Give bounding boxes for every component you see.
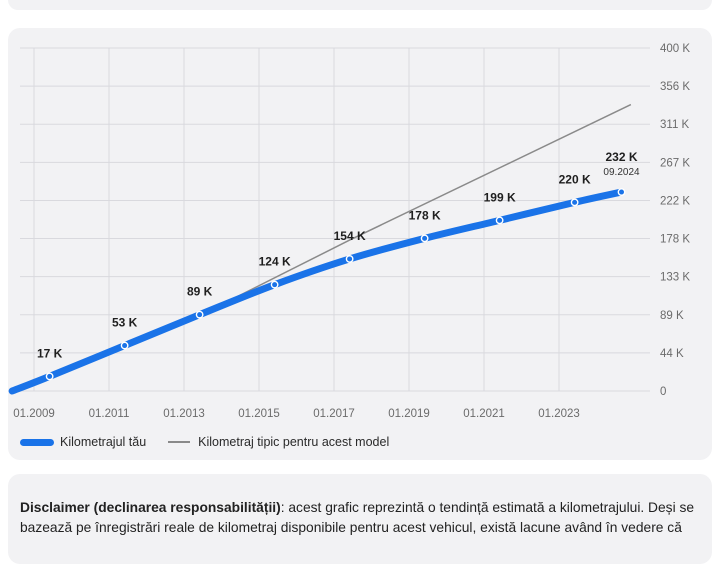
y-tick-label: 44 K <box>660 348 684 360</box>
top-card <box>8 0 712 10</box>
legend-swatch-typical-mileage <box>168 441 191 443</box>
x-tick-label: 01.2011 <box>89 408 130 420</box>
x-tick-label: 01.2019 <box>388 408 430 420</box>
legend-item-your-mileage: Kilometrajul tău <box>20 435 146 449</box>
x-tick-label: 01.2021 <box>463 408 505 420</box>
legend-swatch-your-mileage <box>20 438 54 446</box>
data-label: 89 K <box>187 285 213 299</box>
legend-label-your-mileage: Kilometrajul tău <box>60 435 147 449</box>
chart-card: 0 44 K 89 K 133 K 178 K 222 K 267 K 311 K 356 K 4… <box>8 28 712 460</box>
data-point <box>570 198 579 207</box>
y-tick-label: 311 K <box>660 119 690 131</box>
data-label: 124 K <box>259 255 291 269</box>
data-point <box>495 216 504 225</box>
disclaimer-title: Disclaimer (declinarea responsabilității… <box>20 500 281 515</box>
y-tick-label: 267 K <box>660 157 690 169</box>
data-label: 220 K <box>559 172 591 186</box>
chart-legend: Kilometrajul tău Kilometraj tipic pentru… <box>20 432 411 452</box>
x-tick-label: 01.2023 <box>538 408 580 420</box>
data-point <box>195 310 204 319</box>
y-tick-label: 0 <box>660 386 666 398</box>
y-tick-label: 222 K <box>660 195 690 207</box>
typical-mileage-line <box>11 103 632 392</box>
disclaimer-card: Disclaimer (declinarea responsabilității… <box>8 474 712 564</box>
y-tick-label: 178 K <box>660 234 690 246</box>
your-mileage-line <box>8 188 625 395</box>
y-tick-label: 356 K <box>660 81 690 93</box>
data-point <box>345 255 354 263</box>
last-point-date: 09.2024 <box>603 167 640 178</box>
y-tick-label: 89 K <box>660 310 684 322</box>
data-label: 199 K <box>484 190 516 204</box>
data-point <box>45 372 54 381</box>
data-point <box>420 234 429 243</box>
x-tick-label: 01.2009 <box>13 408 55 420</box>
data-label: 154 K <box>334 229 366 243</box>
data-point <box>270 280 279 289</box>
y-tick-label: 133 K <box>660 272 690 284</box>
data-label: 178 K <box>409 208 441 222</box>
mileage-chart: 0 44 K 89 K 133 K 178 K 222 K 267 K 311 K 356 K 4… <box>8 43 690 420</box>
disclaimer-text: Disclaimer (declinarea responsabilității… <box>20 498 708 538</box>
data-point <box>120 341 129 350</box>
data-label: 232 K <box>605 150 637 164</box>
x-tick-label: 01.2015 <box>238 408 280 420</box>
data-point <box>617 188 626 196</box>
legend-label-typical-mileage: Kilometraj tipic pentru acest model <box>198 435 390 449</box>
data-label: 17 K <box>37 346 63 360</box>
y-tick-label: 400 K <box>660 43 690 55</box>
x-tick-label: 01.2013 <box>163 408 205 420</box>
disclaimer-body: : acest grafic reprezintă o tendință est… <box>20 500 695 535</box>
legend-item-typical-mileage: Kilometraj tipic pentru acest model <box>168 435 389 449</box>
data-label: 53 K <box>112 316 138 330</box>
x-tick-label: 01.2017 <box>313 408 355 420</box>
